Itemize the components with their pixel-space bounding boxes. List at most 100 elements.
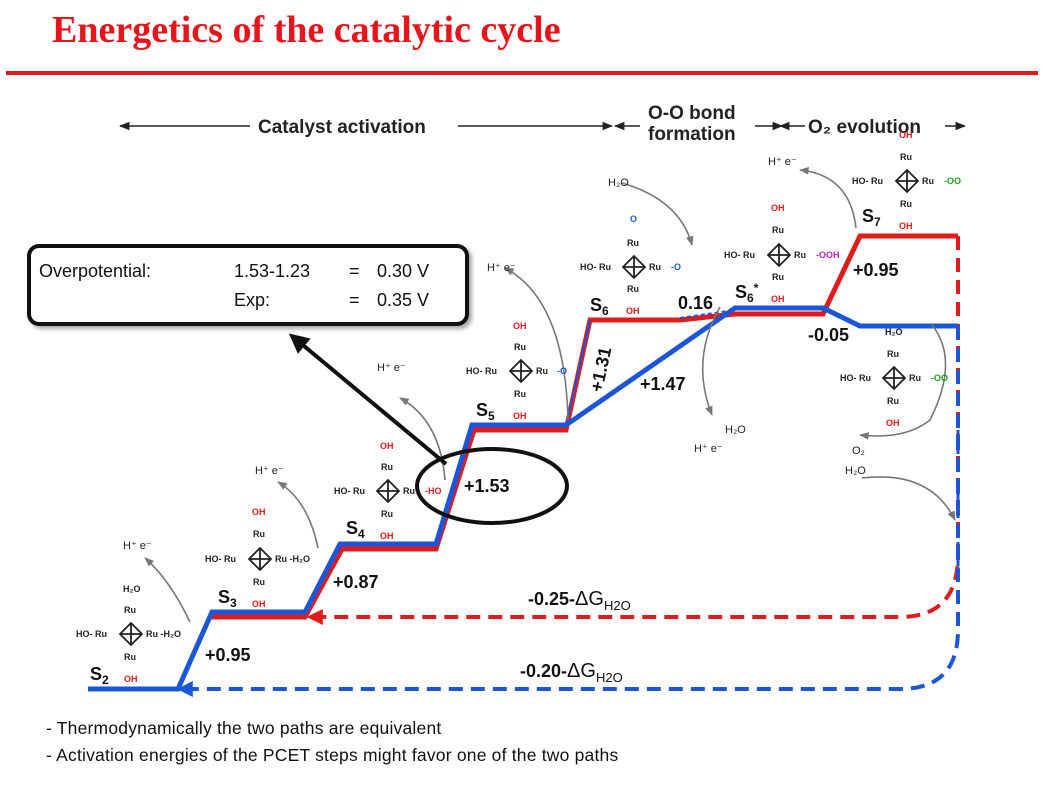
molecule-s7-red: OH Ru HO- Ru Ru -OO Ru OH	[852, 130, 961, 231]
molecule-s6star: OH Ru HO- Ru Ru -OOH Ru OH	[724, 203, 840, 304]
he-label-2: H⁺ e⁻	[255, 465, 284, 477]
svg-text:Ru: Ru	[900, 199, 912, 209]
phase-o2-evolution: O₂ evolution	[808, 117, 921, 138]
svg-text:Ru: Ru	[887, 396, 899, 406]
h2o-label-1: H₂O	[608, 177, 629, 189]
svg-text:HO- Ru: HO- Ru	[852, 176, 883, 186]
svg-text:H₂O: H₂O	[885, 327, 903, 337]
svg-text:Ru: Ru	[253, 529, 265, 539]
molecule-s7-blue: H₂O Ru HO- Ru Ru -OO Ru OH	[840, 327, 948, 428]
state-s3: S3	[218, 587, 237, 610]
overpotential-calc-value: 0.30 V	[377, 261, 430, 281]
svg-text:-OO: -OO	[931, 373, 948, 383]
phase-oo-bond-line2: formation	[648, 124, 736, 145]
energy-s2-s3: +0.95	[205, 645, 251, 665]
svg-text:HO- Ru: HO- Ru	[580, 262, 611, 272]
svg-text:OH: OH	[771, 203, 785, 213]
energy-s6star-s7-blue: -0.05	[808, 325, 849, 345]
h2o-label-2: H₂O	[725, 424, 746, 436]
molecule-s4: OH Ru HO- Ru Ru -HO Ru OH	[334, 441, 442, 541]
blue-return-label: -0.20-ΔGH2O	[520, 660, 623, 685]
note-2: - Activation energies of the PCET steps …	[46, 745, 619, 765]
svg-text:-OO: -OO	[944, 176, 961, 186]
overpotential-exp-eq: =	[349, 290, 360, 310]
o2-label: O₂	[852, 445, 865, 457]
title-divider	[6, 71, 1038, 75]
svg-text:HO- Ru: HO- Ru	[724, 250, 755, 260]
energy-s4-s5: +1.53	[464, 476, 510, 496]
molecule-s3: OH Ru HO- Ru Ru -H₂O Ru OH	[205, 507, 310, 609]
he-label-4: H⁺ e⁻	[487, 262, 516, 274]
svg-text:Ru: Ru	[514, 342, 526, 352]
svg-text:Ru: Ru	[381, 509, 393, 519]
state-s5: S5	[476, 400, 495, 423]
svg-text:HO- Ru: HO- Ru	[466, 366, 497, 376]
phase-catalyst-activation: Catalyst activation	[258, 117, 426, 138]
red-return-label: -0.25-ΔGH2O	[528, 588, 631, 613]
state-s6: S6	[590, 295, 609, 318]
svg-text:HO- Ru: HO- Ru	[840, 373, 871, 383]
energy-s3-s4: +0.87	[333, 572, 379, 592]
svg-text:Ru: Ru	[900, 152, 912, 162]
svg-text:Ru: Ru	[124, 652, 136, 662]
h2o-label-3: H₂O	[845, 465, 866, 477]
svg-text:Ru -H₂O: Ru -H₂O	[146, 629, 181, 639]
state-s2: S2	[90, 664, 109, 687]
svg-text:-O: -O	[671, 262, 681, 272]
svg-text:OH: OH	[252, 507, 266, 517]
svg-text:Ru: Ru	[124, 605, 136, 615]
svg-text:OH: OH	[380, 531, 394, 541]
molecule-s5: OH Ru HO- Ru Ru -O Ru OH	[466, 321, 567, 421]
svg-text:Ru: Ru	[536, 366, 548, 376]
pcet-arrows	[144, 167, 956, 623]
svg-text:Ru: Ru	[772, 225, 784, 235]
he-label-5: H⁺ e⁻	[768, 156, 797, 168]
svg-text:OH: OH	[626, 306, 640, 316]
svg-text:OH: OH	[886, 418, 900, 428]
svg-text:OH: OH	[899, 221, 913, 231]
svg-text:-O: -O	[557, 366, 567, 376]
energy-s5-s6: +1.31	[586, 345, 615, 394]
svg-text:H₂O: H₂O	[123, 584, 141, 594]
svg-text:HO- Ru: HO- Ru	[205, 554, 236, 564]
svg-text:OH: OH	[513, 321, 527, 331]
he-label-1: H⁺ e⁻	[123, 540, 152, 552]
svg-text:Ru: Ru	[627, 284, 639, 294]
state-s6star: S6*	[735, 281, 759, 305]
svg-text:OH: OH	[771, 294, 785, 304]
svg-text:Ru: Ru	[922, 176, 934, 186]
state-s4: S4	[346, 518, 365, 541]
svg-text:OH: OH	[252, 599, 266, 609]
svg-text:HO- Ru: HO- Ru	[334, 486, 365, 496]
svg-text:Ru: Ru	[649, 262, 661, 272]
svg-text:Ru: Ru	[909, 373, 921, 383]
pointer-arrow	[288, 333, 448, 466]
svg-text:Ru: Ru	[794, 250, 806, 260]
svg-text:OH: OH	[380, 441, 394, 451]
highlight-ellipse	[415, 447, 569, 525]
he-label-3: H⁺ e⁻	[377, 362, 406, 374]
molecule-s2: H₂O Ru HO- Ru Ru -H₂O Ru OH	[76, 584, 181, 684]
energy-s6-s6star: 0.16	[678, 293, 713, 313]
svg-text:Ru: Ru	[253, 577, 265, 587]
overpotential-exp-label: Exp:	[234, 290, 271, 310]
blue-dashed-link	[679, 309, 736, 319]
notes: - Thermodynamically the two paths are eq…	[46, 715, 618, 769]
overpotential-calc-expr: 1.53-1.23	[234, 261, 311, 281]
overpotential-exp-value: 0.35 V	[377, 290, 430, 310]
state-s7: S7	[862, 206, 881, 229]
he-label-6: H⁺ e⁻	[694, 443, 723, 455]
svg-text:-HO: -HO	[425, 486, 442, 496]
overpotential-box: Overpotential: 1.53-1.23 = 0.30 V Exp: =…	[27, 244, 469, 326]
overpotential-label: Overpotential:	[39, 261, 152, 281]
svg-text:OH: OH	[899, 130, 913, 140]
svg-text:Ru: Ru	[887, 349, 899, 359]
energy-s5-s6star: +1.47	[640, 374, 686, 394]
blue-return-path	[176, 326, 960, 697]
blue-energy-path	[88, 305, 958, 692]
svg-text:Ru: Ru	[514, 389, 526, 399]
svg-text:OH: OH	[513, 411, 527, 421]
phase-oo-bond-line1: O-O bond	[648, 103, 736, 124]
svg-text:OH: OH	[124, 674, 138, 684]
